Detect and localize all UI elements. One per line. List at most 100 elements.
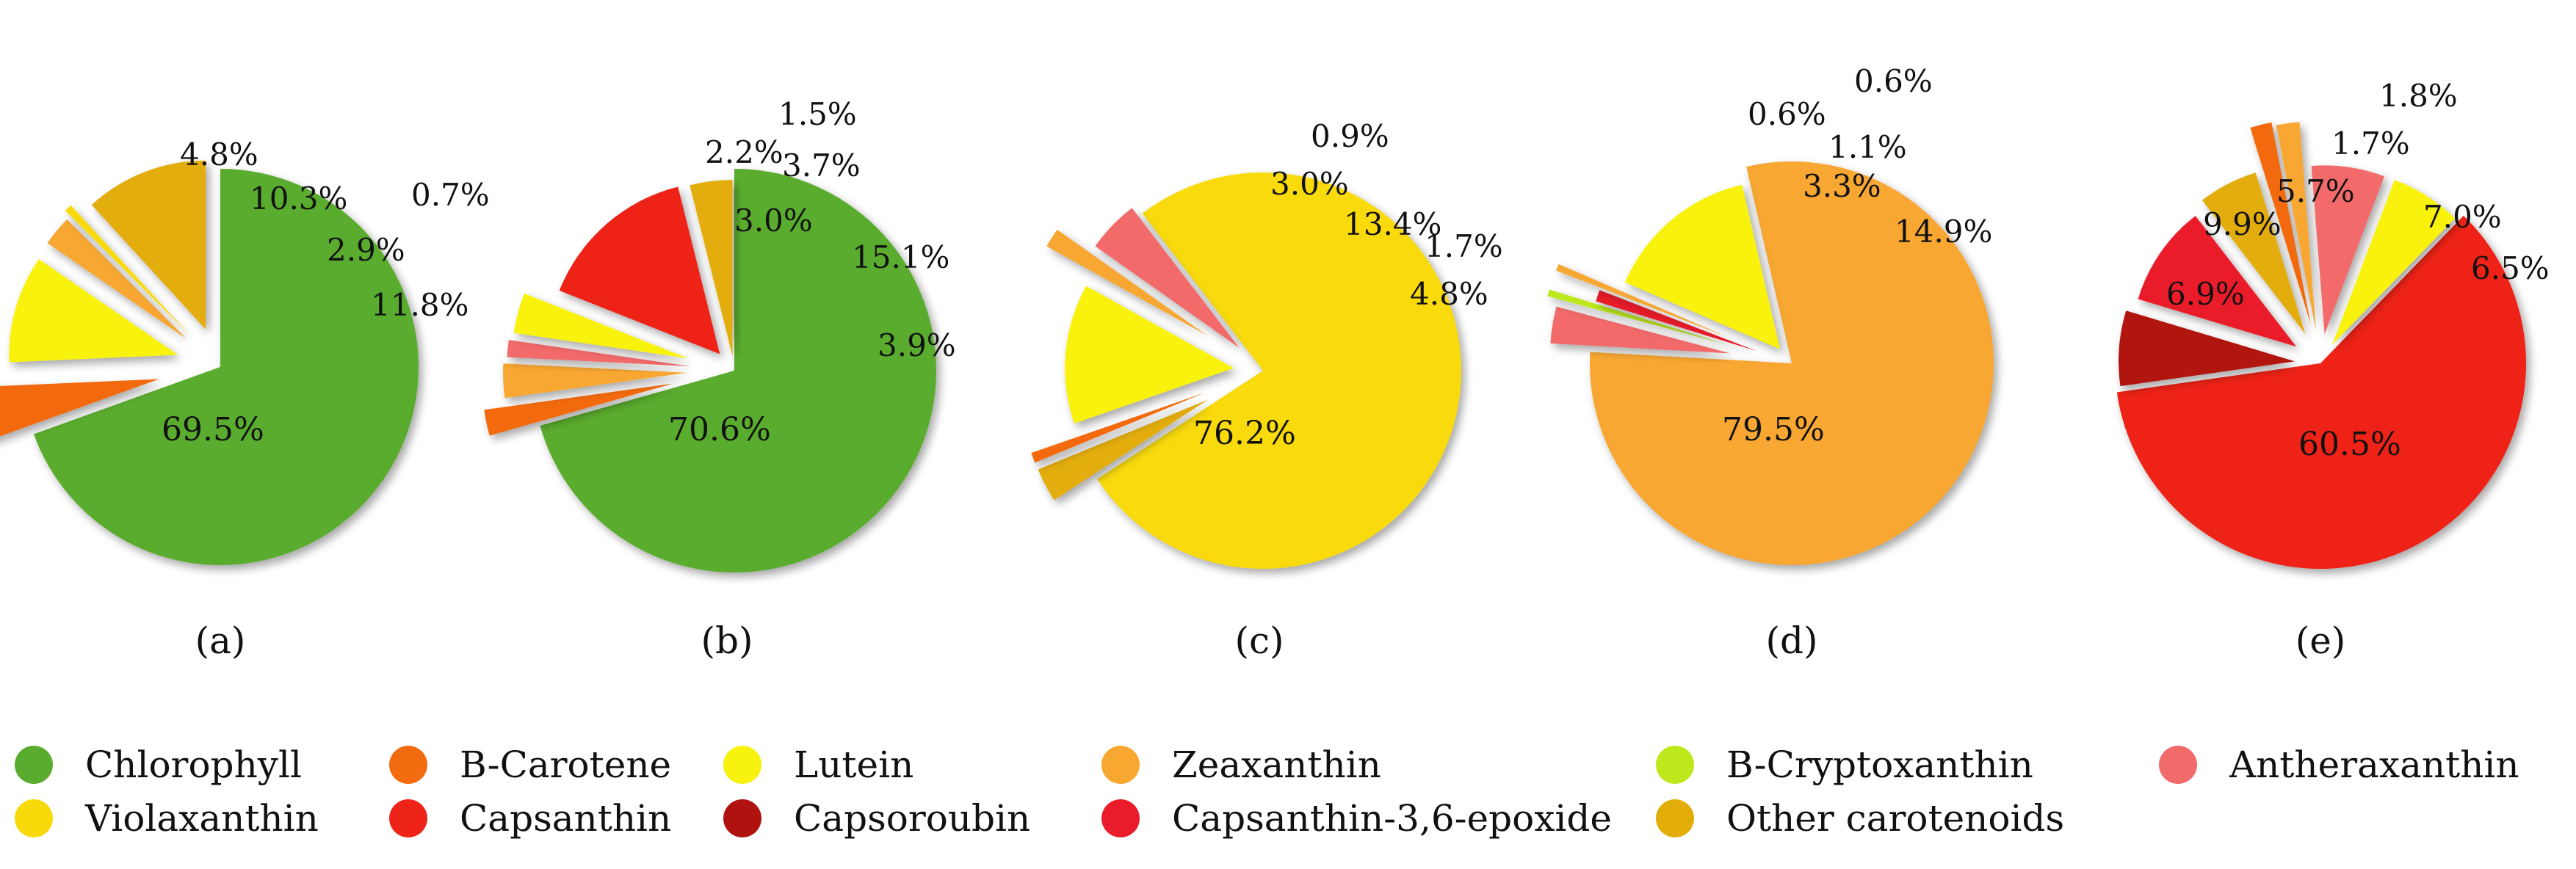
pie-3-label: 1.7% — [1425, 228, 1503, 264]
pie-1-caption: (a) — [195, 619, 246, 662]
pie-5-slice-antheraxanthin — [2311, 165, 2384, 335]
pie-5-slice-zeaxanthin — [2276, 122, 2316, 331]
legend-swatch — [723, 799, 761, 837]
pie-3-slice-b-carotene — [1031, 393, 1205, 463]
pie-3-slice-antheraxanthin — [1095, 208, 1240, 348]
pie-4-slice-antheraxanthin — [1550, 306, 1731, 354]
legend-label: Zeaxanthin — [1172, 743, 1381, 786]
legend-swatch — [15, 745, 53, 784]
legend-label: B-Carotene — [460, 743, 672, 786]
legend-item-antheraxanthin: Antheraxanthin — [2159, 738, 2519, 791]
pie-5-slice-other-carotenoids — [2201, 172, 2306, 335]
pie-5-label: 5.7% — [2276, 173, 2355, 209]
pie-5-slice-capsoroubin — [2119, 310, 2295, 387]
pie-4-slice-zeaxanthin — [1556, 263, 1728, 337]
pie-4-label: 1.1% — [1828, 129, 1907, 165]
legend-item-violaxanthin: Violaxanthin — [15, 791, 319, 845]
legend-item-capsanthin-3-6-epoxide: Capsanthin-3,6-epoxide — [1101, 791, 1612, 845]
legend-swatch — [15, 799, 53, 837]
pie-3-slice-lutein — [1065, 286, 1234, 423]
pie-3-slice-violaxanthin — [1097, 172, 1461, 569]
legend-swatch — [389, 745, 427, 784]
legend-swatch — [723, 745, 761, 784]
legend-swatch — [1656, 799, 1694, 837]
pie-5: 60.5% 6.9% 9.9%5.7% 1.7% 1.8% 7.0% 6.5% (e) — [2116, 78, 2550, 662]
pie-5-slice-b-carotene — [2250, 122, 2311, 324]
pie-3-caption: (c) — [1234, 619, 1284, 662]
pie-2-slice-capsanthin — [559, 186, 720, 354]
legend-item-lutein: Lutein — [723, 738, 913, 791]
pie-5-slice-capsanthin — [2116, 215, 2526, 570]
legend-item-b-carotene: B-Carotene — [389, 738, 671, 791]
legend-swatch — [1101, 745, 1140, 784]
pie-5-slice-lutein — [2332, 180, 2456, 345]
pie-2-caption: (b) — [701, 619, 753, 662]
pie-3-label: 3.0% — [1270, 166, 1349, 202]
legend-label: Antheraxanthin — [2229, 743, 2519, 786]
pie-2-label: 15.1% — [852, 239, 949, 275]
pie-1-label: 69.5% — [162, 411, 264, 448]
pie-5-slice-capsanthin-3-6-epoxide — [2138, 216, 2297, 347]
pie-2-slice-antheraxanthin — [507, 340, 691, 367]
pie-1-label: 10.3% — [250, 181, 347, 217]
legend-item-other-carotenoids: Other carotenoids — [1656, 791, 2064, 845]
pie-5-label: 6.9% — [2166, 276, 2245, 312]
pie-4-label: 0.6% — [1748, 96, 1826, 132]
pie-2-slice-b-carotene — [484, 383, 673, 436]
pie-1-slice-zeaxanthin — [47, 219, 187, 339]
pie-3-slice-other-carotenoids — [1038, 399, 1208, 501]
pie-2-slice-other-carotenoids — [690, 180, 733, 357]
pie-5-label: 1.7% — [2331, 126, 2410, 161]
pie-3: 76.2% 3.0% 0.9% 13.4%1.7% 4.8% (c) — [1031, 118, 1503, 662]
pie-2: 70.6% 2.2% 3.0% 1.5% 3.7% 15.1% 3.9% (b) — [484, 96, 956, 662]
pie-5-label: 6.5% — [2471, 250, 2550, 286]
legend-item-chlorophyll: Chlorophyll — [15, 738, 302, 791]
pie-3-slice-zeaxanthin — [1046, 229, 1207, 336]
legend-swatch — [2159, 745, 2197, 784]
pie-4-label: 79.5% — [1722, 411, 1825, 448]
pie-2-slice-chlorophyll — [540, 169, 936, 572]
pie-4-slice-b-cryptoxanthin — [1547, 289, 1725, 344]
pie-1-label: 0.7% — [411, 177, 490, 213]
legend-label: Capsanthin — [460, 796, 672, 840]
pie-3-label: 13.4% — [1344, 206, 1441, 242]
pie-4-slice-zeaxanthin — [1590, 161, 1994, 566]
pie-2-label: 3.9% — [878, 327, 956, 363]
legend-label: Other carotenoids — [1726, 796, 2065, 840]
legend-label: Lutein — [794, 743, 914, 786]
pie-2-label: 3.0% — [734, 203, 813, 239]
pie-1-label: 4.8% — [180, 137, 258, 172]
pie-5-label: 60.5% — [2298, 426, 2401, 463]
legend-label: Capsoroubin — [794, 796, 1031, 840]
pie-1-slice-b-carotene — [0, 379, 159, 437]
legend-item-zeaxanthin: Zeaxanthin — [1101, 738, 1381, 791]
pie-1-slice-other-carotenoids — [91, 160, 206, 330]
pie-4-slice-lutein — [1624, 184, 1780, 349]
pie-3-label: 0.9% — [1311, 118, 1389, 154]
pie-2-label: 1.5% — [778, 96, 857, 132]
pie-1-slice-chlorophyll — [33, 169, 419, 565]
pie-4-slice-capsanthin-3-6-epoxide — [1596, 290, 1757, 352]
pie-4-caption: (d) — [1765, 619, 1817, 662]
legend-row-1: Chlorophyll B-Carotene Lutein Zeaxanthin B-C… — [15, 738, 2570, 791]
pie-4: 79.5%3.3%0.6%1.1%0.6%14.9%(d) — [1547, 63, 1994, 662]
pie-5-label: 7.0% — [2423, 199, 2502, 235]
legend-item-b-cryptoxanthin: B-Cryptoxanthin — [1656, 738, 2033, 791]
pie-4-label: 14.9% — [1895, 214, 1992, 250]
legend-item-capsanthin: Capsanthin — [389, 791, 671, 845]
pie-5-label: 9.9% — [2203, 206, 2282, 242]
pie-4-label: 0.6% — [1854, 63, 1933, 99]
legend-label: Chlorophyll — [85, 743, 302, 786]
legend-label: Violaxanthin — [85, 796, 319, 840]
pie-2-label: 70.6% — [668, 411, 771, 448]
legend-swatch — [1101, 799, 1140, 837]
legend-label: B-Cryptoxanthin — [1726, 743, 2033, 786]
legend-swatch — [1656, 745, 1694, 784]
pie-1: 69.5% 4.8% 10.3% 2.9%0.7% 11.8% (a) — [0, 137, 490, 662]
legend: Chlorophyll B-Carotene Lutein Zeaxanthin B-C… — [15, 738, 2570, 845]
pie-1-slice-lutein — [9, 258, 178, 363]
pie-1-label: 2.9% — [327, 232, 405, 268]
legend-item-capsoroubin: Capsoroubin — [723, 791, 1030, 845]
pie-2-slice-lutein — [513, 293, 689, 359]
pie-1-label: 11.8% — [371, 287, 468, 323]
